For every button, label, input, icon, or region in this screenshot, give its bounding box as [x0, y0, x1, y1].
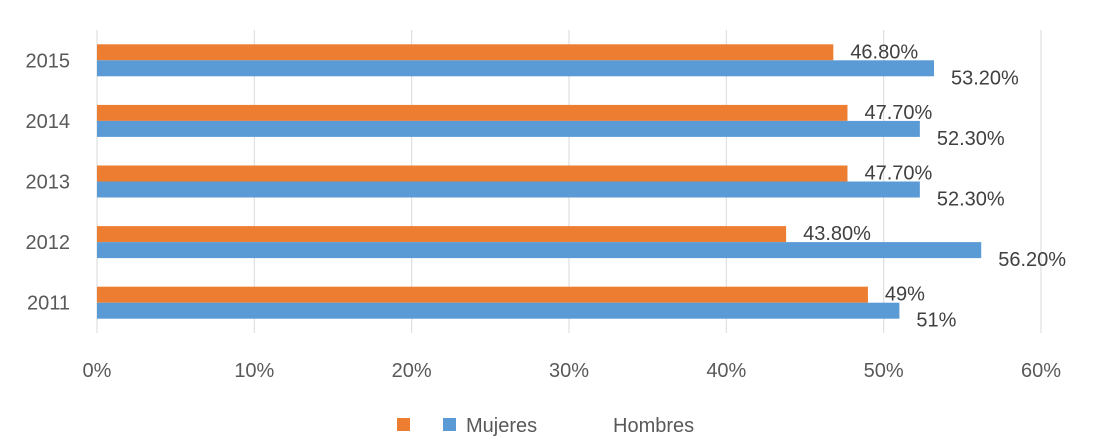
y-tick-label: 2013: [26, 172, 71, 194]
bar-mujeres: [97, 286, 868, 303]
bars: [97, 44, 982, 319]
legend-label: Hombres: [613, 415, 694, 437]
y-tick-label: 2015: [26, 50, 71, 72]
legend-swatch: [443, 418, 456, 431]
x-tick-label: 40%: [706, 360, 746, 382]
bar-hombres: [97, 302, 900, 319]
legend: Mujeres Hombres: [397, 415, 694, 437]
bar-mujeres: [97, 165, 848, 182]
y-tick-label: 2014: [26, 111, 71, 133]
bar-hombres: [97, 242, 982, 259]
bar-mujeres: [97, 226, 787, 243]
y-tick-label: 2012: [26, 232, 71, 254]
legend-label: Mujeres: [466, 415, 537, 437]
x-axis-labels: 0% 10% 20% 30% 40% 50% 60%: [83, 360, 1062, 382]
x-tick-label: 20%: [392, 360, 432, 382]
data-label-hombres: 53.20%: [951, 67, 1019, 89]
data-label-hombres: 52.30%: [937, 128, 1005, 150]
data-label-hombres: 51%: [916, 310, 956, 332]
data-label-mujeres: 49%: [885, 284, 925, 306]
y-tick-label: 2011: [27, 293, 70, 315]
legend-swatch: [397, 418, 410, 431]
data-label-mujeres: 47.70%: [864, 163, 932, 185]
x-tick-label: 10%: [234, 360, 274, 382]
data-label-mujeres: 43.80%: [803, 223, 871, 245]
x-tick-label: 60%: [1021, 360, 1061, 382]
data-label-hombres: 56.20%: [998, 249, 1066, 271]
bar-hombres: [97, 181, 920, 198]
bar-hombres: [97, 120, 920, 137]
data-labels: 46.80%53.20%47.70%52.30%47.70%52.30%43.8…: [803, 41, 1066, 331]
data-label-mujeres: 46.80%: [850, 41, 918, 63]
data-label-hombres: 52.30%: [937, 189, 1005, 211]
y-axis-labels: 2015 2014 2013 2012 2011: [26, 50, 71, 314]
x-tick-label: 30%: [549, 360, 589, 382]
x-tick-label: 50%: [864, 360, 904, 382]
bar-hombres: [97, 60, 935, 77]
bar-mujeres: [97, 44, 834, 61]
bar-mujeres: [97, 104, 848, 121]
x-tick-label: 0%: [83, 360, 112, 382]
data-label-mujeres: 47.70%: [864, 102, 932, 124]
